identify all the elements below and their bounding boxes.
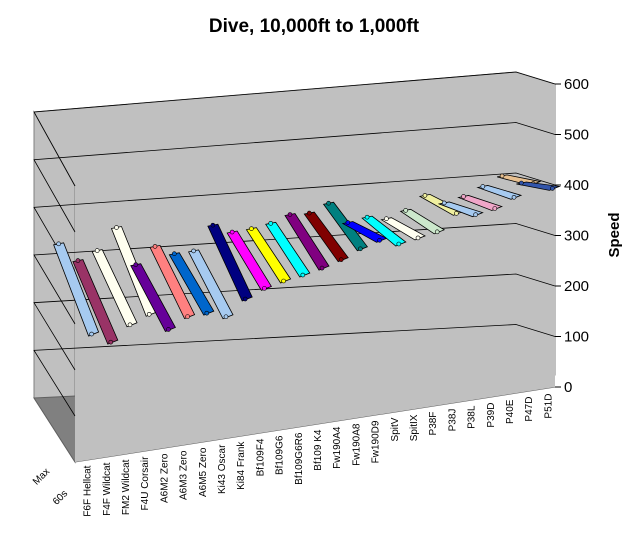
category-label: Bf109G6R6 [294,432,305,485]
60s-point [204,310,210,316]
max-point [249,226,254,231]
max-point [268,221,274,226]
category-label: Fw190D9 [371,420,382,463]
60s-point [300,272,306,278]
category-label: A6M5 Zero [198,447,209,497]
60s-point [338,257,344,262]
60s-point [415,235,421,241]
max-point [480,184,486,189]
60s-point [223,314,229,320]
category-label: Fw190A8 [351,423,362,466]
category-label: SpitV [390,417,401,441]
max-point [75,258,81,263]
max-point [499,173,505,179]
60s-point [434,229,440,235]
60s-point [127,322,133,328]
y-tick-label: 300 [564,228,589,245]
max-point [461,194,466,199]
category-label: P51D [543,394,554,419]
max-point [94,248,100,253]
max-point [191,248,196,254]
max-point [210,222,216,228]
y-tick-label: 200 [564,278,589,295]
max-point [345,220,351,225]
60s-point [242,296,248,302]
max-point [364,214,370,220]
category-label: P38L [467,405,478,429]
category-label: P39D [486,403,497,428]
gridline [33,122,556,233]
category-label: F4F Wildcat [102,462,113,516]
category-label: Bf109F4 [255,438,266,476]
y-tick-label: 100 [564,329,589,346]
category-label: Bf109 K4 [313,429,324,471]
max-point [152,244,158,249]
gridline [33,324,556,417]
max-point [229,229,235,235]
60s-point [281,278,286,284]
max-point [172,251,177,257]
category-label: P38J [447,409,458,432]
gridline [33,172,556,279]
60s-point [146,311,152,317]
category-label: Fw190A4 [332,426,343,469]
max-point [384,216,389,222]
max-point [133,262,139,267]
60s-point [185,314,190,319]
category-label: P47D [524,397,535,422]
60s-point [319,265,325,271]
category-label: A6M2 Zero [159,453,170,503]
depth-label: 60s [51,488,70,507]
60s-point [262,286,267,291]
series-layer [53,173,561,345]
category-label: P38F [428,412,439,436]
60s-point [511,195,517,200]
60s-point [396,241,402,247]
category-label: Ki43 Oscar [217,444,228,494]
max-point [422,193,428,198]
60s-point [89,331,94,337]
60s-point [358,246,363,252]
max-point [287,212,293,217]
max-point [326,200,331,206]
max-point [306,210,312,216]
category-label: F6F Hellcat [83,465,94,516]
60s-point [550,186,555,191]
category-label: Bf109G6 [275,435,286,475]
y-tick-label: 600 [564,76,589,93]
60s-point [473,212,478,217]
y-axis-ticks: 0 100 200 300 400 500 600 [555,76,589,396]
y-tick-label: 0 [564,379,572,396]
y-axis-title: Speed [606,212,623,257]
gridlines [33,71,556,417]
gridline [33,71,556,187]
60s-point [166,327,171,332]
category-label: A6M3 Zero [179,450,190,500]
y-tick-label: 500 [564,127,589,144]
max-point [441,200,447,206]
max-point [519,180,524,186]
category-labels: F6F Hellcat F4F Wildcat FM2 Wildcat F4U Cor… [83,394,555,517]
gridline [33,273,556,371]
depth-label: Max [31,466,52,487]
max-point [56,241,61,247]
max-point [403,208,408,213]
60s-point [108,339,114,345]
chart-title: Dive, 10,000ft to 1,000ft [209,16,420,37]
category-label: FM2 Wildcat [121,459,132,515]
category-label: P40E [505,399,516,424]
60s-point [377,237,382,243]
max-point [114,225,119,230]
category-label: F4U Corsair [140,456,151,511]
category-label: Ki84 Frank [236,441,247,490]
60s-point [492,206,498,211]
y-tick-label: 400 [564,177,589,194]
60s-point [454,211,459,216]
category-label: SpitIX [409,414,420,441]
